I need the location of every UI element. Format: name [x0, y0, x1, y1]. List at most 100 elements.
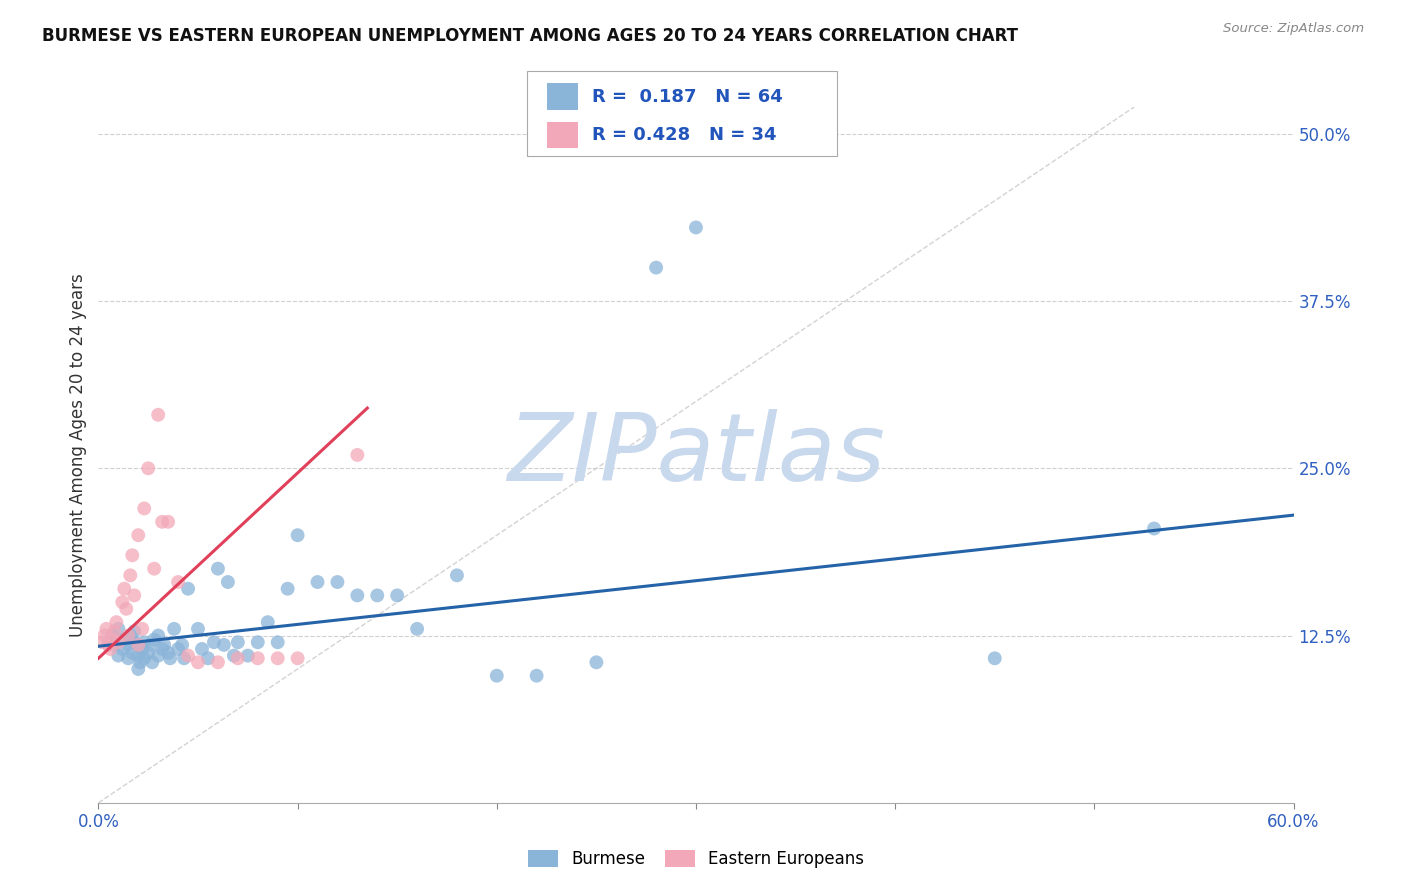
Point: [167, 642, 190, 657]
Point: [98, 642, 122, 657]
Point: [159, 651, 181, 665]
Point: [111, 595, 134, 609]
Point: [385, 589, 409, 603]
Point: [267, 651, 290, 665]
Text: R =  0.187   N = 64: R = 0.187 N = 64: [592, 87, 783, 106]
Point: [93, 628, 115, 642]
Point: [307, 575, 329, 590]
Legend: Burmese, Eastern Europeans: Burmese, Eastern Europeans: [522, 843, 870, 874]
Point: [127, 662, 149, 676]
Point: [197, 651, 219, 665]
Point: [277, 582, 299, 596]
Point: [117, 638, 139, 652]
Point: [256, 615, 278, 630]
Point: [111, 642, 134, 657]
Text: BURMESE VS EASTERN EUROPEAN UNEMPLOYMENT AMONG AGES 20 TO 24 YEARS CORRELATION C: BURMESE VS EASTERN EUROPEAN UNEMPLOYMENT…: [42, 27, 1018, 45]
Point: [346, 448, 368, 462]
Point: [101, 632, 124, 647]
Point: [148, 648, 170, 663]
Point: [222, 648, 245, 663]
Point: [97, 635, 120, 649]
Point: [150, 515, 173, 529]
Point: [172, 638, 194, 652]
Point: [150, 642, 173, 657]
Point: [129, 655, 152, 669]
Point: [217, 575, 239, 590]
Point: [267, 635, 290, 649]
Point: [585, 655, 607, 669]
Point: [287, 651, 309, 665]
Point: [131, 642, 153, 657]
Point: [127, 638, 149, 652]
Point: [187, 622, 209, 636]
Point: [153, 638, 176, 652]
Point: [103, 638, 125, 652]
Point: [202, 635, 225, 649]
Point: [112, 582, 135, 596]
Point: [645, 260, 668, 275]
Point: [246, 651, 269, 665]
Point: [143, 562, 166, 576]
Point: [236, 648, 259, 663]
Point: [115, 602, 138, 616]
Point: [103, 624, 125, 639]
Point: [207, 655, 229, 669]
Point: [148, 408, 170, 422]
Point: [346, 589, 368, 603]
Point: [117, 651, 139, 665]
Point: [177, 648, 200, 663]
Point: [173, 651, 195, 665]
Point: [207, 562, 229, 576]
Point: [107, 622, 129, 636]
Point: [141, 655, 163, 669]
Point: [143, 632, 166, 647]
Point: [124, 635, 146, 649]
Point: [287, 528, 309, 542]
Point: [366, 589, 388, 603]
Point: [157, 515, 180, 529]
Point: [127, 638, 149, 652]
Point: [685, 220, 707, 235]
Point: [246, 635, 269, 649]
Point: [117, 628, 139, 642]
Point: [124, 624, 146, 639]
Point: [1143, 521, 1166, 535]
Text: R = 0.428   N = 34: R = 0.428 N = 34: [592, 126, 776, 144]
Text: Source: ZipAtlas.com: Source: ZipAtlas.com: [1223, 22, 1364, 36]
Point: [101, 628, 124, 642]
Point: [406, 622, 429, 636]
Point: [121, 548, 143, 563]
Point: [212, 638, 235, 652]
Point: [983, 651, 1005, 665]
Point: [446, 568, 468, 582]
Point: [120, 568, 142, 582]
Text: ZIPatlas: ZIPatlas: [508, 409, 884, 500]
Point: [187, 655, 209, 669]
Point: [136, 646, 159, 660]
Point: [91, 635, 114, 649]
Point: [121, 646, 143, 660]
Y-axis label: Unemployment Among Ages 20 to 24 years: Unemployment Among Ages 20 to 24 years: [69, 273, 87, 637]
Point: [136, 461, 159, 475]
Point: [134, 635, 156, 649]
Point: [127, 528, 149, 542]
Point: [127, 648, 149, 663]
Point: [105, 615, 128, 630]
Point: [107, 635, 129, 649]
Point: [131, 622, 153, 636]
Point: [107, 648, 129, 663]
Point: [226, 635, 249, 649]
Point: [124, 589, 146, 603]
Point: [148, 628, 170, 642]
Point: [157, 646, 180, 660]
Point: [134, 651, 156, 665]
Point: [191, 642, 214, 657]
Point: [120, 628, 142, 642]
Point: [485, 669, 508, 683]
Point: [134, 501, 156, 516]
Point: [326, 575, 349, 590]
Point: [526, 669, 548, 683]
Point: [97, 638, 120, 652]
Point: [177, 582, 200, 596]
Point: [139, 638, 162, 652]
